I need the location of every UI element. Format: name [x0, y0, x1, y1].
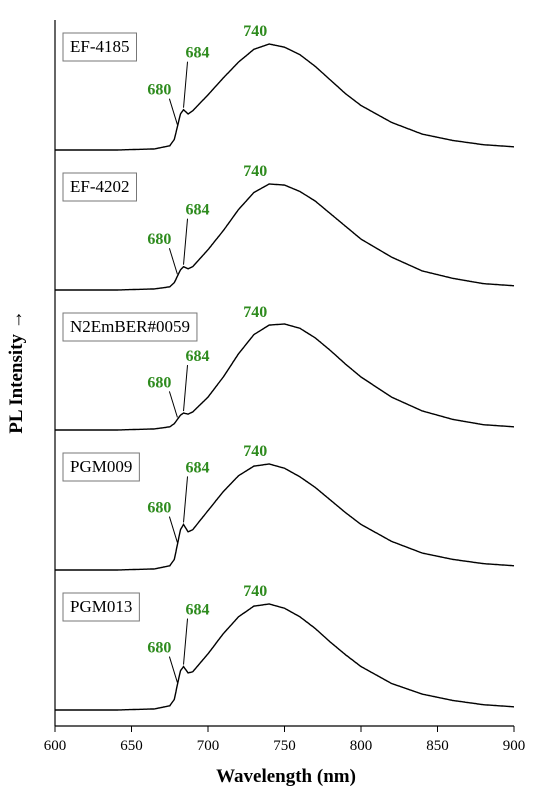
- peak-leader-684: [183, 476, 189, 523]
- peak-label-680: 680: [147, 640, 171, 657]
- x-tick-label-850: 850: [426, 738, 449, 754]
- peak-leader-680: [168, 248, 178, 275]
- peak-label-740: 740: [243, 583, 267, 600]
- x-tick-label-700: 700: [197, 738, 220, 754]
- peak-leader-680: [168, 391, 178, 418]
- x-tick-label-650: 650: [120, 738, 143, 754]
- spectrum-line: [55, 463, 515, 571]
- peak-label-680: 680: [147, 500, 171, 517]
- spectrum-line: [55, 183, 515, 291]
- peak-label-740: 740: [243, 443, 267, 460]
- sample-label: PGM013: [70, 597, 132, 616]
- peak-leader-680: [168, 516, 178, 543]
- plot-area: EF-4185680684740EF-4202680684740N2EmBER#…: [55, 23, 515, 711]
- peak-leader-684: [183, 364, 189, 412]
- sample-label-box: [62, 452, 140, 482]
- spectrum-panel: EF-4185 680 684 740: [55, 23, 514, 151]
- peak-label-740: 740: [243, 304, 267, 321]
- x-tick-label-750: 750: [273, 738, 296, 754]
- peak-label-740: 740: [243, 23, 267, 40]
- x-tick-label-600: 600: [44, 738, 67, 754]
- peak-label-684: 684: [186, 202, 210, 219]
- spectrum-line: [55, 323, 514, 431]
- spectrum-line: [55, 603, 514, 711]
- y-axis-title: PL Intensity →: [6, 310, 27, 434]
- spectrum-panel: N2EmBER#0059 680 684 740: [55, 304, 514, 431]
- sample-label: EF-4185: [70, 37, 130, 56]
- peak-leader-684: [183, 61, 189, 108]
- x-tick-label-900: 900: [503, 738, 526, 754]
- sample-label: PGM009: [70, 457, 132, 476]
- x-tick-label-800: 800: [350, 738, 373, 754]
- peak-leader-680: [168, 656, 178, 683]
- spectrum-line: [55, 43, 514, 151]
- spectrum-panel: PGM013 680 684 740: [55, 583, 514, 711]
- peak-leader-684: [183, 218, 189, 265]
- sample-label: N2EmBER#0059: [70, 317, 190, 336]
- peak-label-680: 680: [147, 82, 171, 99]
- sample-label-box: [62, 592, 140, 622]
- peak-label-684: 684: [186, 602, 210, 619]
- sample-label-box: [62, 312, 198, 342]
- peak-label-684: 684: [186, 348, 210, 365]
- sample-label: EF-4202: [70, 177, 130, 196]
- peak-label-680: 680: [147, 374, 171, 391]
- spectrum-panel: PGM009 680 684 740: [55, 443, 515, 571]
- peak-label-684: 684: [186, 45, 210, 62]
- peak-leader-684: [183, 618, 189, 665]
- x-axis-title: Wavelength (nm): [216, 766, 356, 787]
- peak-leader-680: [168, 98, 178, 125]
- sample-label-box: [62, 32, 137, 62]
- spectrum-panel: EF-4202 680 684 740: [55, 163, 515, 291]
- peak-label-740: 740: [243, 163, 267, 180]
- peak-label-680: 680: [147, 231, 171, 248]
- axes: 600 650 700 750 800 850 900: [44, 20, 526, 754]
- peak-label-684: 684: [186, 459, 210, 476]
- sample-label-box: [62, 172, 137, 202]
